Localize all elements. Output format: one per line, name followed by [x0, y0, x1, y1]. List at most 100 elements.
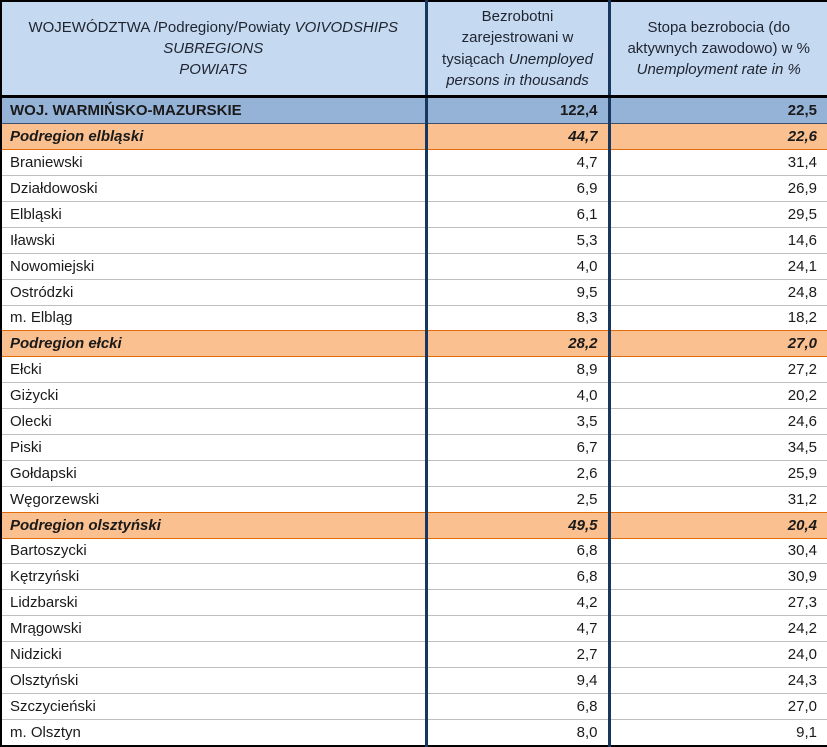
unemployed-value: 6,7 [424, 433, 609, 461]
rate-value: 14,6 [607, 226, 827, 254]
region-name: Braniewski [1, 149, 426, 176]
rate-value: 27,0 [607, 330, 827, 358]
unemployed-value: 6,8 [424, 563, 609, 590]
region-name: Kętrzyński [1, 563, 426, 590]
table-row: Bartoszycki 6,8 30,4 [1, 537, 827, 564]
unemployed-value: 2,6 [424, 459, 609, 487]
unemployed-value: 6,8 [424, 537, 609, 564]
header-unemployed-pl: Bezrobotni zarejestrowani w tysiącach [442, 8, 574, 68]
table-row: Piski 6,7 34,5 [1, 433, 827, 461]
table-row: WOJ. WARMIŃSKO-MAZURSKIE 122,4 22,5 [1, 95, 827, 125]
unemployed-value: 8,3 [424, 304, 609, 331]
region-name: Nidzicki [1, 641, 426, 668]
region-name: Mrągowski [1, 615, 426, 642]
table-row: Giżycki 4,0 20,2 [1, 382, 827, 409]
unemployed-value: 4,0 [424, 382, 609, 409]
region-name: Podregion elbląski [1, 123, 426, 151]
header-rate-en: Unemployment rate in % [636, 61, 801, 79]
rate-value: 24,8 [607, 278, 827, 305]
rate-value: 27,2 [607, 356, 827, 383]
table-row: Działdowoski 6,9 26,9 [1, 175, 827, 202]
unemployed-value: 5,3 [424, 226, 609, 254]
region-name: Giżycki [1, 382, 426, 409]
rate-value: 24,0 [607, 641, 827, 668]
rate-value: 29,5 [607, 200, 827, 228]
unemployed-value: 4,7 [424, 615, 609, 642]
table-row: Olecki 3,5 24,6 [1, 408, 827, 435]
region-name: Olecki [1, 408, 426, 435]
region-name: Iławski [1, 226, 426, 254]
header-rate-pl: Stopa bezrobocia (do aktywnych zawodowo)… [627, 18, 811, 57]
header-rate-column: Stopa bezrobocia (do aktywnych zawodowo)… [607, 1, 827, 99]
region-name: m. Olsztyn [1, 718, 426, 746]
header-region-line1: WOJEWÓDZTWA /Podregiony/Powiaty VOIVODSH… [10, 17, 417, 38]
table-row: Elbląski 6,1 29,5 [1, 200, 827, 228]
header-region-line3: POWIATS [179, 61, 248, 79]
rate-value: 24,2 [607, 615, 827, 642]
unemployed-value: 2,5 [424, 485, 609, 513]
unemployed-value: 3,5 [424, 408, 609, 435]
region-name: Podregion ełcki [1, 330, 426, 358]
table-row: Braniewski 4,7 31,4 [1, 149, 827, 176]
unemployed-value: 4,2 [424, 589, 609, 616]
unemployed-value: 9,5 [424, 278, 609, 305]
table-row: Gołdapski 2,6 25,9 [1, 459, 827, 487]
table-row: Podregion olsztyński 49,5 20,4 [1, 511, 827, 539]
header-region-pl: WOJEWÓDZTWA /Podregiony/Powiaty [28, 18, 291, 36]
table-row: Ełcki 8,9 27,2 [1, 356, 827, 383]
unemployed-value: 44,7 [424, 123, 609, 151]
rate-value: 26,9 [607, 175, 827, 202]
table-header: WOJEWÓDZTWA /Podregiony/Powiaty VOIVODSH… [1, 1, 827, 99]
region-name: Elbląski [1, 200, 426, 228]
region-name: Podregion olsztyński [1, 511, 426, 539]
rate-value: 20,2 [607, 382, 827, 409]
rate-value: 18,2 [607, 304, 827, 331]
region-name: Ostródzki [1, 278, 426, 305]
table-row: Olsztyński 9,4 24,3 [1, 666, 827, 694]
unemployed-value: 2,7 [424, 641, 609, 668]
header-unemployed-column: Bezrobotni zarejestrowani w tysiącach Un… [424, 1, 609, 99]
rate-value: 30,4 [607, 537, 827, 564]
rate-value: 24,6 [607, 408, 827, 435]
table-body: WOJ. WARMIŃSKO-MAZURSKIE 122,4 22,5 Podr… [1, 95, 827, 746]
region-name: Ełcki [1, 356, 426, 383]
table-row: Kętrzyński 6,8 30,9 [1, 563, 827, 590]
rate-value: 34,5 [607, 433, 827, 461]
table-row: m. Elbląg 8,3 18,2 [1, 304, 827, 331]
unemployed-value: 4,7 [424, 149, 609, 176]
region-name: Piski [1, 433, 426, 461]
unemployed-value: 6,9 [424, 175, 609, 202]
region-name: Działdowoski [1, 175, 426, 202]
unemployed-value: 49,5 [424, 511, 609, 539]
rate-value: 9,1 [607, 718, 827, 746]
region-name: Lidzbarski [1, 589, 426, 616]
table-row: Nidzicki 2,7 24,0 [1, 641, 827, 668]
region-name: Gołdapski [1, 459, 426, 487]
unemployed-value: 28,2 [424, 330, 609, 358]
rate-value: 31,4 [607, 149, 827, 176]
table-row: m. Olsztyn 8,0 9,1 [1, 718, 827, 746]
table-row: Ostródzki 9,5 24,8 [1, 278, 827, 305]
unemployed-value: 8,9 [424, 356, 609, 383]
rate-value: 30,9 [607, 563, 827, 590]
unemployed-value: 4,0 [424, 252, 609, 280]
unemployed-value: 122,4 [424, 95, 609, 125]
table-row: Podregion ełcki 28,2 27,0 [1, 330, 827, 358]
table-row: Węgorzewski 2,5 31,2 [1, 485, 827, 513]
header-unemployed-en: Unemployed persons in thousands [446, 50, 593, 89]
unemployed-value: 6,1 [424, 200, 609, 228]
region-name: m. Elbląg [1, 304, 426, 331]
region-name: Węgorzewski [1, 485, 426, 513]
table-row: Szczycieński 6,8 27,0 [1, 692, 827, 720]
rate-value: 24,1 [607, 252, 827, 280]
rate-value: 25,9 [607, 459, 827, 487]
table-row: Nowomiejski 4,0 24,1 [1, 252, 827, 280]
rate-value: 22,5 [607, 95, 827, 125]
rate-value: 22,6 [607, 123, 827, 151]
header-row: WOJEWÓDZTWA /Podregiony/Powiaty VOIVODSH… [1, 1, 827, 99]
unemployed-value: 8,0 [424, 718, 609, 746]
table-row: Iławski 5,3 14,6 [1, 226, 827, 254]
table-row: Lidzbarski 4,2 27,3 [1, 589, 827, 616]
